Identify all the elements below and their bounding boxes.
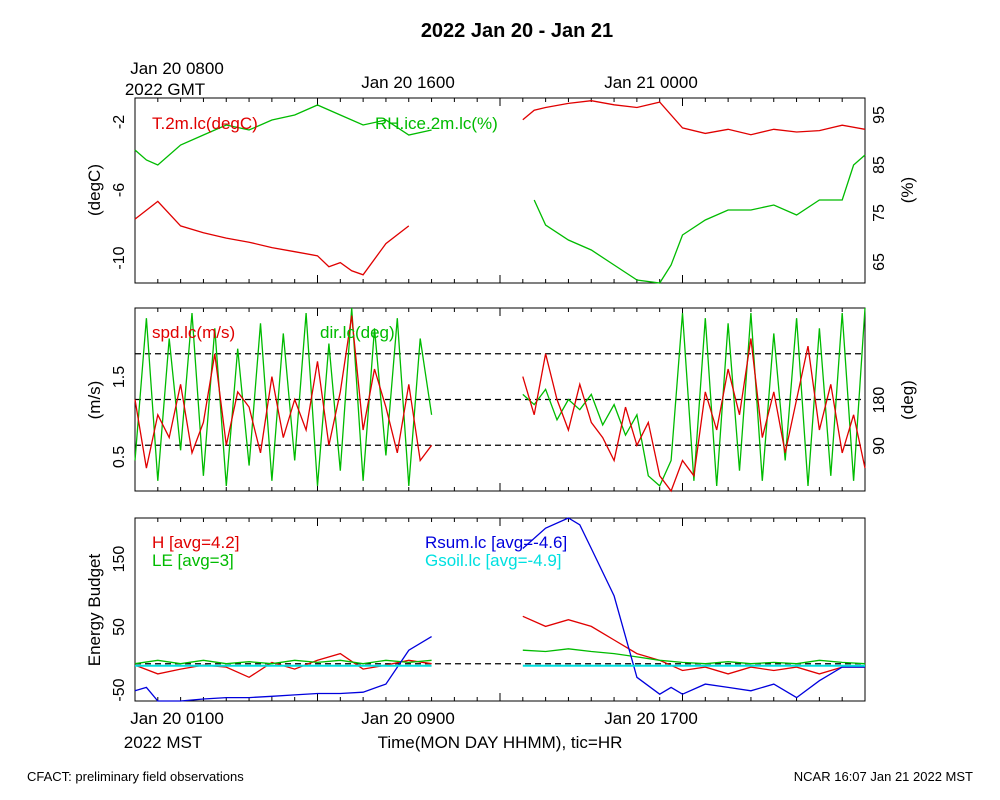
top-axis-year-label: 2022 GMT: [125, 80, 205, 99]
footer-right-note: NCAR 16:07 Jan 21 2022 MST: [794, 769, 973, 784]
ytick-energy-50: 50: [111, 618, 128, 636]
ytick-dir-180: 180: [871, 387, 888, 414]
ylabel-direction: (deg): [898, 380, 917, 420]
ytick-rh-85: 85: [871, 156, 888, 174]
ytick-rh-65: 65: [871, 253, 888, 271]
ytick-rh-95: 95: [871, 106, 888, 124]
ytick-temp-m6: -6: [111, 183, 128, 197]
x-axis-title: Time(MON DAY HHMM), tic=HR: [378, 733, 623, 752]
ytick-speed-15: 1.5: [111, 366, 128, 388]
series-line-rh: [134, 104, 866, 284]
series-line-dir: [134, 307, 866, 487]
data-series: [134, 100, 866, 702]
series-line-spd: [134, 315, 866, 493]
series-line-t2m: [134, 100, 866, 276]
ylabel-temperature: (degC): [85, 164, 104, 216]
bottom-axis-label-0100: Jan 20 0100: [130, 709, 224, 728]
top-axis-label-1600: Jan 20 1600: [361, 73, 455, 92]
bottom-axis-label-1700: Jan 20 1700: [604, 709, 698, 728]
reference-lines: [135, 353, 865, 665]
ytick-rh-75: 75: [871, 204, 888, 222]
legend-rsum: Rsum.lc [avg=-4.6]: [425, 533, 567, 552]
legend-humidity: RH.ice.2m.lc(%): [375, 114, 498, 133]
legend-le: LE [avg=3]: [152, 551, 234, 570]
ylabel-energy: Energy Budget: [85, 553, 104, 666]
ytick-speed-05: 0.5: [111, 446, 128, 468]
bottom-axis-label-0900: Jan 20 0900: [361, 709, 455, 728]
ytick-energy-150: 150: [111, 546, 128, 573]
legend-speed: spd.lc(m/s): [152, 323, 235, 342]
chart-title: 2022 Jan 20 - Jan 21: [421, 20, 613, 42]
top-axis-label-0000: Jan 21 0000: [604, 73, 698, 92]
top-axis-first-label: Jan 20 0800: [130, 59, 224, 78]
series-line-rsumlc: [134, 517, 865, 702]
ylabel-speed: (m/s): [85, 381, 104, 420]
ytick-temp-m10: -10: [111, 246, 128, 269]
legend-temperature: T.2m.lc(degC): [152, 114, 258, 133]
legend-h: H [avg=4.2]: [152, 533, 239, 552]
series-line-h: [134, 615, 865, 679]
legend-direction: dir.lc(deg): [320, 323, 395, 342]
axis-ticks: [157, 98, 843, 701]
ytick-dir-90: 90: [871, 437, 888, 455]
footer-left-note: CFACT: preliminary field observations: [27, 769, 244, 784]
ytick-energy-m50: -50: [111, 678, 128, 701]
ylabel-humidity: (%): [898, 177, 917, 203]
series-line-le: [134, 648, 866, 665]
bottom-axis-year-label: 2022 MST: [124, 733, 202, 752]
ytick-temp-m2: -2: [111, 115, 128, 129]
legend-gsoil: Gsoil.lc [avg=-4.9]: [425, 551, 562, 570]
